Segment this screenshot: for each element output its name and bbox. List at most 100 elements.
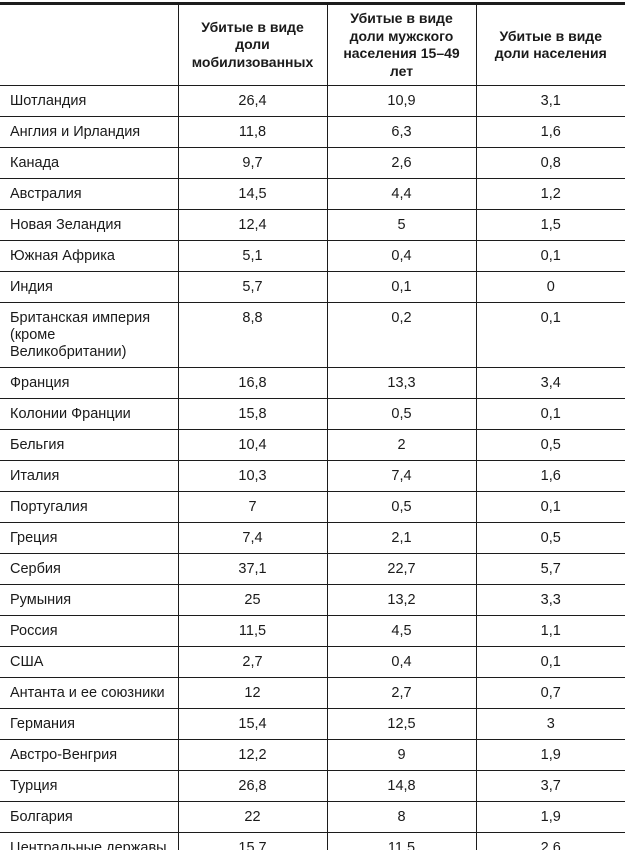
row-value: 14,8 — [326, 770, 476, 802]
row-value: 6,3 — [326, 116, 476, 148]
row-value: 0,4 — [326, 646, 476, 678]
row-value: 0,4 — [326, 240, 476, 272]
row-value: 3,3 — [475, 584, 625, 616]
row-value: 1,6 — [475, 116, 625, 148]
row-value: 3,7 — [475, 770, 625, 802]
row-label: Румыния — [0, 584, 178, 616]
col-header-share-of-population: Убитые в виде доли населения — [475, 3, 625, 86]
row-value: 15,4 — [177, 708, 327, 740]
row-label: Новая Зеландия — [0, 209, 178, 241]
table-body: Шотландия 26,4 10,9 3,1 Англия и Ирландия 11,… — [0, 85, 625, 850]
table-row: Россия 11,5 4,5 1,1 — [0, 615, 625, 647]
row-value: 0,8 — [475, 147, 625, 179]
row-value: 4,4 — [326, 178, 476, 210]
row-value: 1,5 — [475, 209, 625, 241]
row-value: 0,1 — [326, 271, 476, 303]
table-row: Турция 26,8 14,8 3,7 — [0, 770, 625, 802]
table-row: Англия и Ирландия 11,8 6,3 1,6 — [0, 116, 625, 148]
row-value: 26,8 — [177, 770, 327, 802]
row-value: 3,4 — [475, 367, 625, 399]
row-label: Британская империя (кроме Великобритании… — [0, 302, 178, 368]
table-row: Португалия 7 0,5 0,1 — [0, 491, 625, 523]
row-label: Сербия — [0, 553, 178, 585]
row-value: 5 — [326, 209, 476, 241]
table-row: Канада 9,7 2,6 0,8 — [0, 147, 625, 179]
table-row: Новая Зеландия 12,4 5 1,5 — [0, 209, 625, 241]
table-row: Центральные державы и их союзники15,711,… — [0, 832, 625, 850]
row-value: 0,1 — [475, 646, 625, 678]
row-value: 12 — [177, 677, 327, 709]
table-row: Сербия 37,1 22,7 5,7 — [0, 553, 625, 585]
row-value: 11,5 — [177, 615, 327, 647]
row-label: Португалия — [0, 491, 178, 523]
row-value: 8,8 — [177, 302, 327, 368]
table-row: Бельгия 10,4 2 0,5 — [0, 429, 625, 461]
row-label: Англия и Ирландия — [0, 116, 178, 148]
table-row: США 2,7 0,4 0,1 — [0, 646, 625, 678]
col-header-share-of-mobilized: Убитые в виде доли мобилизованных — [177, 3, 327, 86]
row-value: 15,7 — [177, 832, 327, 850]
header-row: Убитые в виде доли мобилизованных Убитые… — [0, 3, 625, 86]
row-value: 12,4 — [177, 209, 327, 241]
row-value: 0,5 — [326, 398, 476, 430]
row-value: 7,4 — [177, 522, 327, 554]
table-row: Австро-Венгрия 12,2 9 1,9 — [0, 739, 625, 771]
table-row: Франция 16,8 13,3 3,4 — [0, 367, 625, 399]
col-header-share-of-male-population: Убитые в виде доли мужского населения 15… — [326, 3, 476, 86]
row-label: Канада — [0, 147, 178, 179]
table-row: Британская империя (кроме Великобритании… — [0, 302, 625, 368]
row-value: 7 — [177, 491, 327, 523]
row-value: 2,6 — [475, 832, 625, 850]
row-value: 0,1 — [475, 491, 625, 523]
row-label: Франция — [0, 367, 178, 399]
row-value: 5,7 — [475, 553, 625, 585]
row-value: 10,4 — [177, 429, 327, 461]
row-value: 2,1 — [326, 522, 476, 554]
row-label: Болгария — [0, 801, 178, 833]
row-value: 8 — [326, 801, 476, 833]
row-value: 22,7 — [326, 553, 476, 585]
row-value: 0,1 — [475, 302, 625, 368]
row-value: 2,7 — [177, 646, 327, 678]
table-row: Шотландия 26,4 10,9 3,1 — [0, 85, 625, 117]
table-row: Антанта и ее союзники 12 2,7 0,7 — [0, 677, 625, 709]
row-value: 0,1 — [475, 240, 625, 272]
row-value: 2 — [326, 429, 476, 461]
row-value: 12,5 — [326, 708, 476, 740]
row-value: 0,5 — [475, 522, 625, 554]
row-value: 37,1 — [177, 553, 327, 585]
row-label: Германия — [0, 708, 178, 740]
row-value: 1,9 — [475, 739, 625, 771]
row-value: 22 — [177, 801, 327, 833]
row-value: 13,3 — [326, 367, 476, 399]
table-row: Южная Африка 5,1 0,4 0,1 — [0, 240, 625, 272]
row-label: Антанта и ее союзники — [0, 677, 178, 709]
table-row: Италия 10,3 7,4 1,6 — [0, 460, 625, 492]
row-value: 0,5 — [475, 429, 625, 461]
row-value: 0,2 — [326, 302, 476, 368]
table-row: Румыния 25 13,2 3,3 — [0, 584, 625, 616]
row-value: 12,2 — [177, 739, 327, 771]
row-value: 5,1 — [177, 240, 327, 272]
row-value: 0 — [475, 271, 625, 303]
row-value: 25 — [177, 584, 327, 616]
row-label: Центральные державы и их союзники — [0, 832, 178, 850]
row-value: 2,7 — [326, 677, 476, 709]
row-label: Бельгия — [0, 429, 178, 461]
row-value: 10,3 — [177, 460, 327, 492]
row-value: 2,6 — [326, 147, 476, 179]
row-value: 3,1 — [475, 85, 625, 117]
row-value: 9,7 — [177, 147, 327, 179]
row-value: 0,7 — [475, 677, 625, 709]
row-label: Греция — [0, 522, 178, 554]
row-value: 10,9 — [326, 85, 476, 117]
table-row: Греция 7,4 2,1 0,5 — [0, 522, 625, 554]
row-label: Колонии Франции — [0, 398, 178, 430]
col-header-country — [0, 3, 178, 86]
table-row: Индия 5,7 0,1 0 — [0, 271, 625, 303]
row-value: 11,5 — [326, 832, 476, 850]
row-value: 4,5 — [326, 615, 476, 647]
table-row: Австралия 14,5 4,4 1,2 — [0, 178, 625, 210]
row-value: 15,8 — [177, 398, 327, 430]
